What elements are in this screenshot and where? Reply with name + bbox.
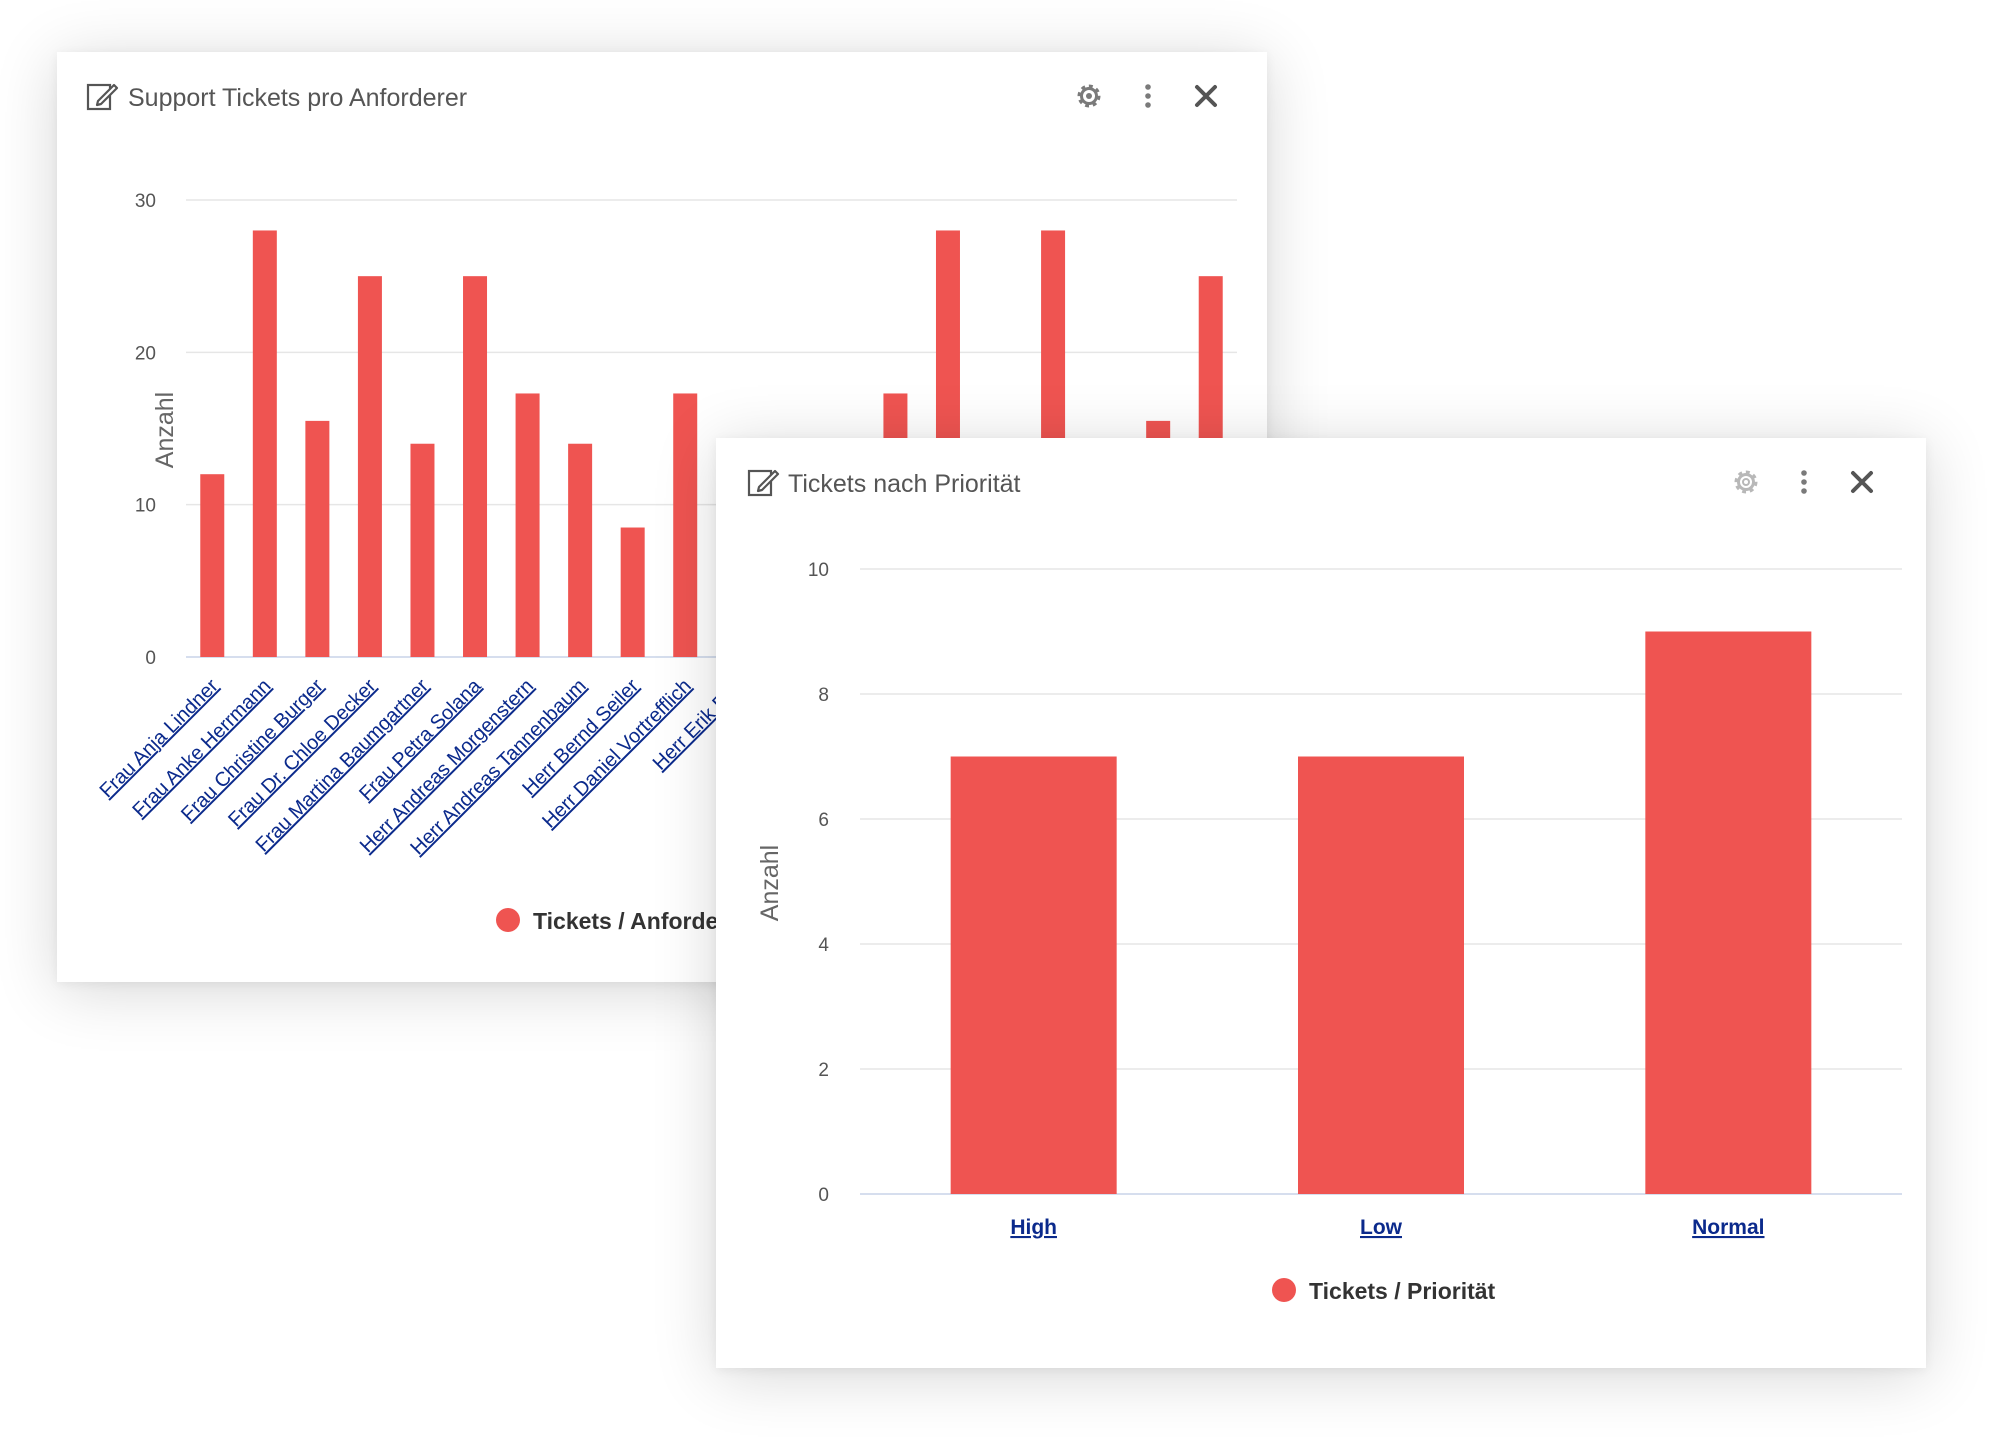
bar-chart-priority: 0 2 4 6 8 10 High Low Normal Anzahl Tickets / P… [756, 560, 1902, 1304]
bar[interactable] [463, 276, 488, 657]
y-tick-label: 0 [145, 648, 156, 669]
gear-icon[interactable] [1071, 78, 1107, 114]
bar[interactable] [1645, 631, 1812, 1195]
y-tick-label: 8 [818, 685, 829, 706]
bar[interactable] [357, 276, 382, 657]
legend-marker [1272, 1278, 1296, 1302]
y-tick-label: 10 [135, 496, 156, 517]
kebab-menu-icon[interactable] [1786, 464, 1822, 500]
edit-icon[interactable] [85, 79, 119, 113]
bar[interactable] [568, 443, 593, 657]
kebab-menu-icon[interactable] [1130, 78, 1166, 114]
bar[interactable] [1298, 756, 1464, 1195]
close-icon[interactable] [1844, 464, 1880, 500]
y-axis-title: Anzahl [151, 392, 179, 468]
bar[interactable] [673, 393, 698, 657]
y-tick-label: 6 [818, 810, 829, 831]
bar[interactable] [950, 756, 1117, 1195]
legend-label[interactable]: Tickets / Anforde [533, 908, 718, 934]
legend-label[interactable]: Tickets / Priorität [1309, 1278, 1496, 1304]
bar[interactable] [410, 443, 435, 657]
gear-icon[interactable] [1728, 464, 1764, 500]
widget-tickets-priority: Tickets nach Priorität 0 2 4 6 8 10 High Low No… [716, 438, 1926, 1368]
y-axis-title: Anzahl [756, 845, 784, 921]
x-tick-label[interactable]: High [1010, 1216, 1057, 1239]
y-tick-label: 2 [818, 1060, 829, 1081]
x-tick-label[interactable]: Normal [1692, 1216, 1764, 1239]
bar[interactable] [200, 474, 225, 657]
y-tick-label: 0 [818, 1185, 829, 1206]
bar[interactable] [305, 420, 330, 657]
widget-title: Tickets nach Priorität [788, 470, 1021, 498]
x-tick-label[interactable]: Low [1360, 1216, 1403, 1239]
bar[interactable] [515, 393, 540, 657]
widget-header: Tickets nach Priorität [716, 438, 1926, 528]
y-tick-label: 4 [818, 935, 829, 956]
bar[interactable] [252, 230, 277, 657]
y-tick-label: 20 [135, 343, 156, 364]
legend-marker [496, 908, 520, 932]
bar[interactable] [620, 527, 645, 657]
widget-header: Support Tickets pro Anforderer [57, 52, 1267, 142]
y-tick-label: 10 [808, 560, 829, 581]
widget-title: Support Tickets pro Anforderer [128, 84, 468, 112]
edit-icon[interactable] [746, 465, 780, 499]
close-icon[interactable] [1188, 78, 1224, 114]
y-tick-label: 30 [135, 191, 156, 212]
